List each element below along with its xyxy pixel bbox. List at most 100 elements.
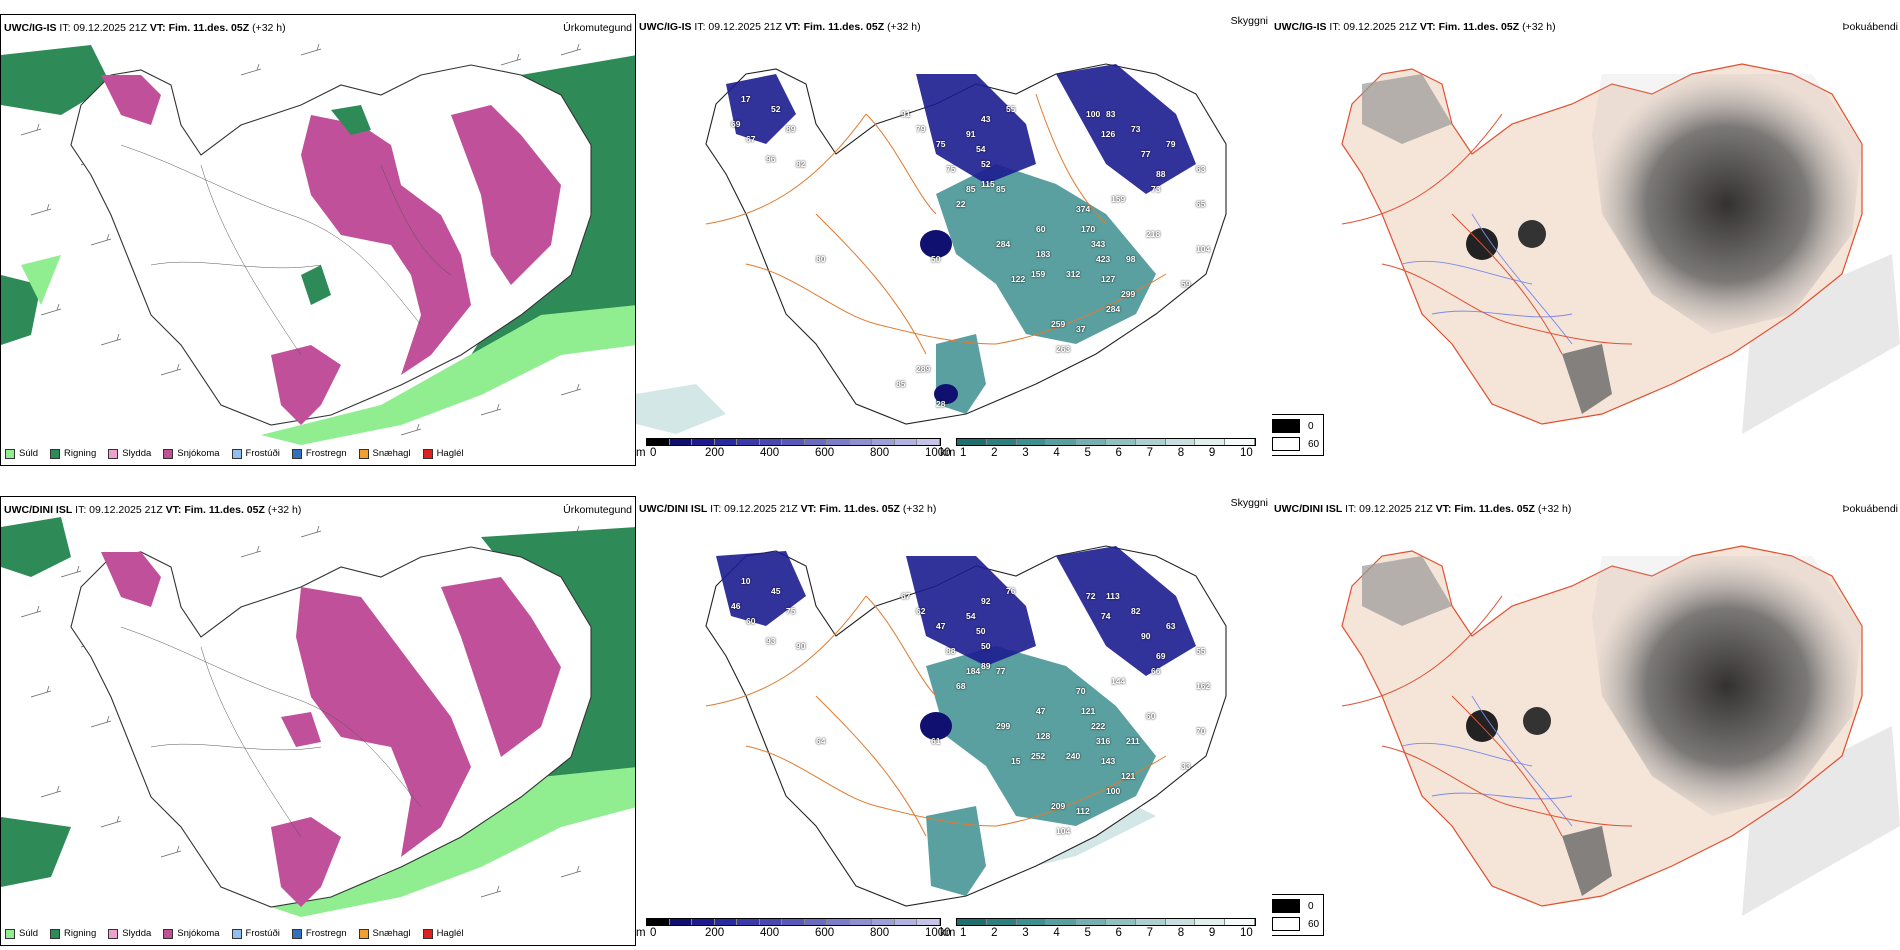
panel-top-fog-index: UWC/IG-IS IT: 09.12.2025 21Z VT: Fim. 11… [1272, 14, 1900, 466]
colorbar-tick: 2 [991, 927, 998, 939]
legend-item: Haglél [422, 448, 464, 459]
colorbar-tick: 0 [650, 447, 657, 459]
visibility-value-label: 144 [1111, 676, 1126, 686]
precip-type-legend: Súld Rigning Slydda Snjókoma Frostúði Frostre… [5, 928, 464, 939]
colorbar-swatch [1016, 439, 1047, 445]
legend-item: Snjókoma [163, 448, 220, 459]
visibility-value-label: 211 [1126, 736, 1140, 746]
panel-right-title: Úrkomutegund [563, 504, 632, 516]
visibility-value-label: 75 [946, 164, 956, 174]
colorbar-swatch [714, 919, 738, 925]
colorbar-swatch [827, 919, 850, 925]
lead-time: (+32 h) [1537, 503, 1572, 515]
visibility-value-label: 60 [746, 616, 756, 626]
colorbar-tick: 8 [1177, 927, 1185, 939]
fog-south [1562, 826, 1612, 896]
height-unit: m [636, 447, 646, 459]
snow-nw [101, 75, 161, 125]
visibility-value-label: 83 [1106, 109, 1116, 119]
init-time: IT: 09.12.2025 21Z [75, 504, 163, 516]
visibility-value-label: 55 [1196, 646, 1206, 656]
colorbar-tick: 10 [1240, 927, 1253, 939]
visibility-value-label: 127 [1101, 274, 1116, 284]
blue-spot [920, 230, 952, 258]
drizzle-west [21, 255, 61, 305]
model-name: UWC/DINI ISL [4, 504, 73, 516]
visibility-value-label: 17 [741, 94, 751, 104]
visibility-value-label: 89 [981, 661, 991, 671]
legend-item: Frostúði [231, 928, 280, 939]
visibility-value-label: 126 [1101, 129, 1116, 139]
visibility-value-label: 33 [1181, 761, 1191, 771]
colorbar-swatch [669, 439, 693, 445]
init-time: IT: 09.12.2025 21Z [694, 21, 782, 33]
valid-time: Fim. 11.des. 05Z [819, 503, 900, 515]
visibility-value-label: 70 [1196, 726, 1206, 736]
colorbar-tick: 200 [705, 447, 725, 459]
fog-spot-2 [1518, 220, 1546, 248]
lead-time: (+32 h) [252, 22, 286, 34]
lead-time: (+32 h) [267, 504, 302, 516]
visibility-value-label: 73 [1131, 124, 1141, 134]
visibility-value-label: 96 [766, 154, 776, 164]
legend-item: Súld [5, 928, 38, 939]
legend-swatch [422, 448, 433, 459]
visibility-value-label: 28 [936, 399, 946, 409]
snow-west-spot [281, 712, 321, 747]
roads [120, 144, 452, 356]
precip-type-legend: Súld Rigning Slydda Snjókoma Frostúði Frostre… [5, 448, 464, 459]
visibility-value-label: 112 [1076, 806, 1090, 816]
visibility-value-label: 63 [1166, 621, 1176, 631]
fog-key-label: 0 [1308, 900, 1314, 912]
colorbar-tick: 0 [650, 927, 657, 939]
height-colorbar-swatches [646, 918, 941, 926]
precip-map [1, 517, 635, 917]
visibility-value-label: 60 [1146, 711, 1156, 721]
legend-label: Frostúði [245, 928, 280, 939]
colorbar-swatch [1195, 439, 1226, 445]
drizzle-south [261, 305, 635, 445]
legend-item: Haglél [422, 928, 464, 939]
visibility-value-label: 88 [1156, 169, 1166, 179]
visibility-value-label: 22 [956, 199, 966, 209]
visibility-value-label: 374 [1076, 204, 1091, 214]
valid-label: VT: [165, 504, 182, 516]
visibility-value-label: 91 [966, 129, 976, 139]
legend-swatch [5, 928, 15, 939]
colorbar-tick: 1000 [925, 927, 951, 939]
colorbar-swatch [1165, 919, 1196, 925]
colorbar-tick: 600 [815, 447, 835, 459]
height-colorbar-swatches [646, 438, 941, 446]
visibility-value-label: 59 [1181, 279, 1191, 289]
colorbar-tick: 6 [1115, 927, 1122, 939]
colorbar-tick: 2 [991, 447, 998, 459]
visibility-value-label: 76 [1006, 586, 1016, 596]
visibility-value-label: 263 [1056, 344, 1071, 354]
rain-sea-nw [1, 45, 111, 115]
legend-swatch [358, 448, 369, 459]
roads [705, 93, 1167, 355]
panel-right-title: Þokuábendi [1842, 503, 1898, 515]
rain-sea-nw [1, 517, 71, 577]
visibility-value-label: 218 [1146, 229, 1161, 239]
visibility-value-label: 252 [1031, 751, 1046, 761]
visibility-value-label: 10 [741, 576, 751, 586]
colorbar-swatch [647, 439, 670, 445]
model-name: UWC/DINI ISL [1274, 503, 1343, 515]
lead-time: (+32 h) [887, 21, 921, 33]
visibility-value-label: 64 [816, 736, 826, 746]
visibility-value-label: 209 [1051, 801, 1066, 811]
colorbar-swatch [647, 919, 670, 925]
visibility-value-label: 299 [996, 721, 1011, 731]
height-colorbar: m 0 200 400 600 800 1000 [636, 918, 951, 946]
panel-title: UWC/DINI ISL IT: 09.12.2025 21Z VT: Fim.… [4, 504, 301, 516]
colorbar-swatch [1195, 919, 1226, 925]
valid-label: VT: [784, 21, 801, 33]
panel-title: UWC/IG-IS IT: 09.12.2025 21Z VT: Fim. 11… [1274, 21, 1556, 33]
visibility-value-label: 93 [766, 636, 776, 646]
visibility-value-label: 128 [1036, 731, 1051, 741]
visibility-value-label: 52 [981, 159, 991, 169]
fog-key-swatch [1272, 419, 1300, 433]
model-name: UWC/IG-IS [1274, 21, 1327, 33]
visibility-value-label: 85 [996, 184, 1006, 194]
